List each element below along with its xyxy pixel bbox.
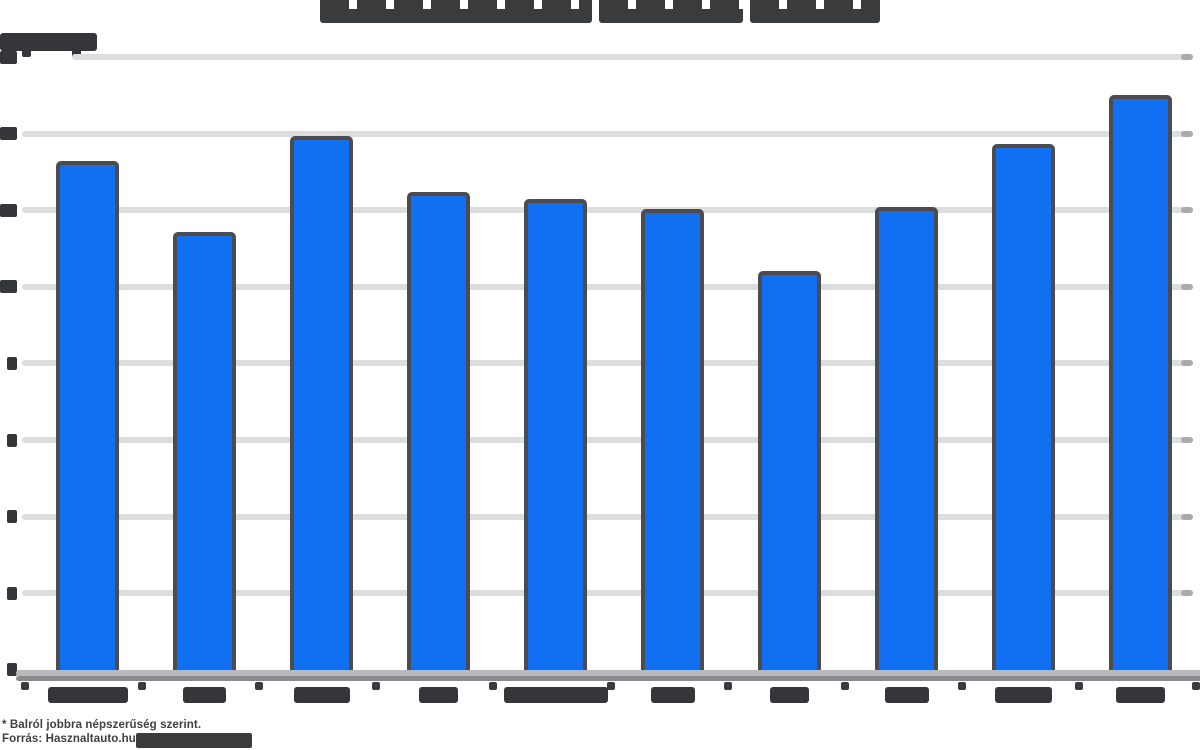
bar (641, 209, 704, 670)
x-axis-tick (724, 682, 732, 690)
y-tick-label-block (7, 587, 17, 600)
gridline (22, 513, 1193, 520)
gridline (22, 360, 1193, 367)
gridline (22, 590, 1193, 597)
y-tick-label-block (7, 510, 17, 523)
y-tick-label-block (0, 204, 17, 217)
y-tick-label-block (0, 51, 17, 64)
bar (875, 207, 938, 670)
y-tick-label-block (0, 280, 17, 293)
x-axis-tick (372, 682, 380, 690)
x-axis-line (16, 676, 1200, 681)
x-category-label-block (183, 687, 226, 703)
gridline (22, 437, 1193, 443)
gridline (22, 207, 1193, 214)
x-category-label-block (504, 687, 608, 703)
x-axis-tick (489, 682, 497, 690)
x-axis-tick (958, 682, 966, 690)
x-axis-tick (841, 682, 849, 690)
x-category-label-block (1116, 687, 1165, 703)
x-axis-tick (255, 682, 263, 690)
bar (524, 199, 587, 670)
gridline (22, 130, 1193, 137)
x-category-label-block (770, 687, 809, 703)
x-category-label-block (294, 687, 350, 703)
footnote-line1: * Balról jobbra népszerűség szerint. (2, 719, 202, 731)
unit-label-descender (22, 51, 31, 57)
x-category-label-block (885, 687, 929, 703)
x-category-label-block (651, 687, 695, 703)
unit-label-block (0, 33, 97, 51)
x-category-label-block (48, 687, 128, 703)
gridline (72, 54, 1193, 60)
bar (173, 232, 236, 670)
x-axis-tick (1192, 682, 1200, 690)
bar (290, 136, 353, 670)
title-text-block (750, 0, 880, 23)
x-axis-band (16, 670, 1200, 676)
x-category-label-block (419, 687, 458, 703)
bar (1109, 95, 1172, 670)
footnote-line2: Forrás: Hasznaltauto.hu. (2, 733, 140, 745)
gridline (22, 283, 1193, 290)
title-text-block (599, 0, 743, 23)
bar (758, 271, 821, 670)
y-tick-label-block (7, 663, 17, 676)
x-axis-tick (138, 682, 146, 690)
footnote-redacted-block (136, 733, 252, 748)
bar (407, 192, 470, 670)
x-category-label-block (995, 687, 1052, 703)
y-tick-label-block (7, 357, 17, 370)
bar (56, 161, 119, 670)
title-text-block (320, 0, 592, 23)
y-tick-label-block (7, 434, 17, 447)
x-axis-tick (21, 682, 29, 690)
x-axis-tick (607, 682, 615, 690)
footnote: * Balról jobbra népszerűség szerint. For… (2, 718, 201, 746)
y-tick-label-block (0, 127, 17, 140)
x-axis-tick (1075, 682, 1083, 690)
bar (992, 144, 1055, 670)
